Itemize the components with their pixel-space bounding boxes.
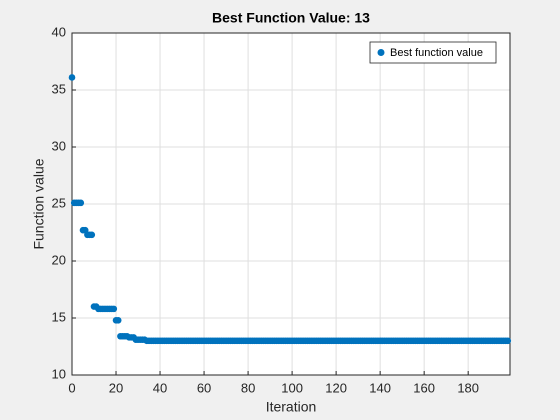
legend-label: Best function value xyxy=(390,47,483,59)
x-tick-label: 60 xyxy=(197,380,211,395)
x-tick-label: 80 xyxy=(241,380,255,395)
y-axis-label: Function value xyxy=(31,158,47,249)
x-tick-label: 40 xyxy=(153,380,167,395)
data-point xyxy=(114,316,122,324)
y-tick-label: 30 xyxy=(52,138,66,153)
x-tick-label: 180 xyxy=(457,380,479,395)
y-tick-label: 35 xyxy=(52,81,66,96)
chart-title: Best Function Value: 13 xyxy=(212,10,370,26)
x-tick-label: 160 xyxy=(413,380,435,395)
x-tick-label: 0 xyxy=(68,380,75,395)
legend-marker xyxy=(377,49,385,56)
data-point xyxy=(77,199,85,207)
data-point xyxy=(110,305,118,313)
data-point xyxy=(504,337,512,345)
data-point xyxy=(68,74,76,81)
x-axis-label: Iteration xyxy=(266,399,317,415)
y-tick-label: 20 xyxy=(52,252,66,267)
x-tick-label: 140 xyxy=(369,380,391,395)
y-tick-label: 15 xyxy=(52,309,66,324)
legend-box xyxy=(369,41,497,64)
y-tick-label: 25 xyxy=(52,195,66,210)
x-tick-label: 20 xyxy=(109,380,123,395)
x-tick-label: 100 xyxy=(281,380,303,395)
y-tick-label: 40 xyxy=(52,24,66,39)
data-point xyxy=(88,231,96,239)
y-tick-label: 10 xyxy=(52,366,66,381)
x-tick-label: 120 xyxy=(325,380,347,395)
